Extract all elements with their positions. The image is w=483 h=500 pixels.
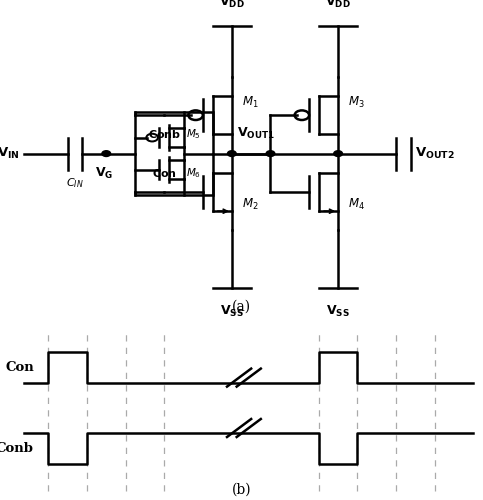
Text: $\mathbf{V_{DD}}$: $\mathbf{V_{DD}}$	[219, 0, 245, 10]
Text: $\mathbf{V_{SS}}$: $\mathbf{V_{SS}}$	[220, 304, 244, 319]
Text: $M_4$: $M_4$	[348, 197, 365, 212]
Text: (b): (b)	[232, 482, 251, 496]
Text: $\mathbf{V_{OUT1}}$: $\mathbf{V_{OUT1}}$	[237, 126, 274, 141]
Text: $\mathbf{V_{SS}}$: $\mathbf{V_{SS}}$	[326, 304, 350, 319]
Bar	[135, 112, 213, 195]
Text: $M_2$: $M_2$	[242, 197, 258, 212]
Circle shape	[266, 150, 275, 156]
Text: $\mathbf{V_{DD}}$: $\mathbf{V_{DD}}$	[325, 0, 351, 10]
Text: $\mathbf{V_{OUT2}}$: $\mathbf{V_{OUT2}}$	[415, 146, 455, 161]
Circle shape	[102, 150, 111, 156]
Text: Con: Con	[5, 361, 34, 374]
Text: $\mathbf{Con}$: $\mathbf{Con}$	[152, 167, 177, 179]
Text: $M_1$: $M_1$	[242, 95, 258, 110]
Text: (a): (a)	[232, 300, 251, 314]
Text: $M_5$: $M_5$	[186, 128, 201, 141]
Text: $M_6$: $M_6$	[186, 166, 201, 179]
Circle shape	[334, 150, 342, 156]
Text: $\mathbf{Conb}$: $\mathbf{Conb}$	[148, 128, 181, 140]
Text: $\mathbf{V_G}$: $\mathbf{V_G}$	[95, 166, 113, 182]
Text: Conb: Conb	[0, 442, 34, 455]
Text: $\mathbf{V_{IN}}$: $\mathbf{V_{IN}}$	[0, 146, 19, 161]
Text: $C_{IN}$: $C_{IN}$	[66, 176, 84, 190]
Text: $M_3$: $M_3$	[348, 95, 365, 110]
Circle shape	[227, 150, 236, 156]
